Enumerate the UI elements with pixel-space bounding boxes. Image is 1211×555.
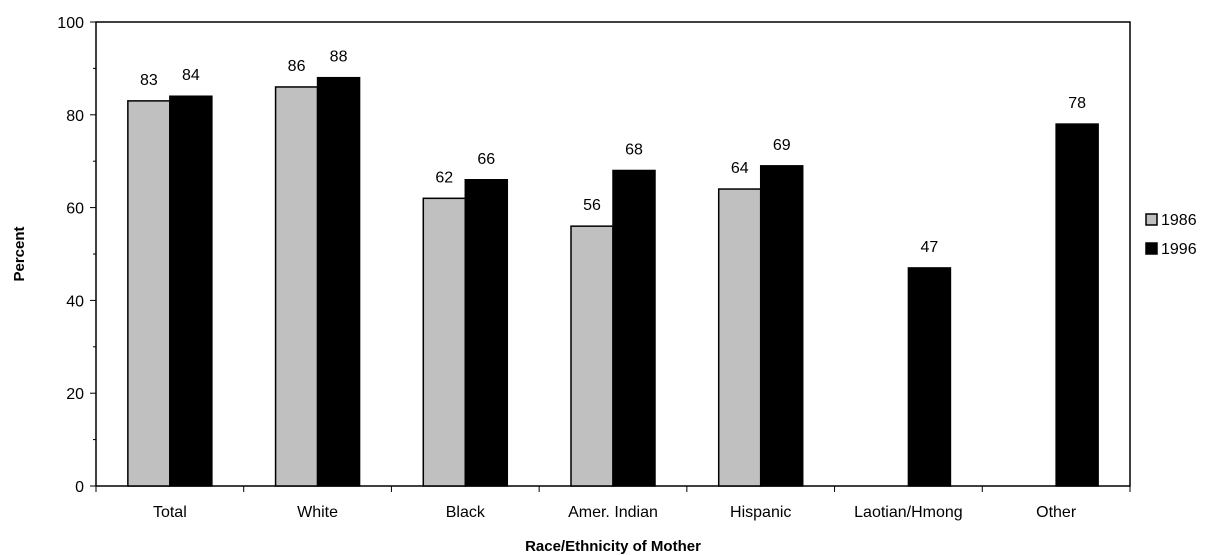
bar-1996 (907, 267, 952, 487)
bar-1996 (316, 76, 361, 487)
bar-1986 (717, 188, 762, 487)
data-label-1996: 66 (477, 151, 495, 168)
x-tick-label: Other (1036, 504, 1077, 521)
legend-label-1986: 1986 (1161, 212, 1197, 229)
legend-label-1996: 1996 (1161, 241, 1197, 258)
y-axis: 0 20 40 60 80 100 (57, 15, 96, 496)
x-tick-label: Amer. Indian (568, 504, 658, 521)
y-tick-label: 0 (75, 479, 84, 496)
data-label-1996: 69 (773, 137, 791, 154)
y-tick-label: 100 (57, 15, 84, 32)
data-label-1996: 68 (625, 141, 643, 158)
bar-1996 (612, 169, 656, 487)
data-label-1996: 84 (182, 67, 200, 84)
y-tick-label: 40 (66, 293, 84, 310)
y-tick-label: 60 (66, 201, 84, 218)
x-tick-label: Black (446, 504, 486, 521)
data-label-1996: 88 (330, 49, 348, 66)
data-label-1996: 78 (1068, 95, 1086, 112)
bar-1986 (127, 100, 171, 487)
x-axis-title: Race/Ethnicity of Mother (525, 538, 701, 555)
legend: 1986 1996 (1145, 212, 1197, 258)
legend-swatch-1986 (1145, 213, 1158, 226)
bar-1986 (422, 197, 467, 487)
bar-1986 (274, 86, 319, 487)
bars-group (127, 76, 1099, 487)
data-label-1986: 64 (731, 160, 749, 177)
bar-1986 (570, 225, 614, 487)
data-labels-group: 83 84 86 88 62 66 56 68 64 69 47 78 (140, 49, 1086, 256)
x-tick-label: White (297, 504, 338, 521)
bar-1996 (759, 165, 804, 487)
y-tick-label: 80 (66, 108, 84, 125)
y-tick-label: 20 (66, 386, 84, 403)
x-tick-label: Laotian/Hmong (854, 504, 963, 521)
bar-1996 (169, 95, 213, 487)
data-label-1986: 83 (140, 72, 158, 89)
x-tick-label: Total (153, 504, 187, 521)
legend-swatch-1996 (1145, 242, 1158, 255)
bar-1996 (1055, 123, 1099, 487)
bar-1996 (464, 179, 509, 487)
data-label-1986: 86 (288, 58, 306, 75)
y-axis-title: Percent (11, 226, 28, 281)
data-label-1996: 47 (921, 239, 939, 256)
data-label-1986: 56 (583, 197, 601, 214)
x-tick-label: Hispanic (730, 504, 791, 521)
x-axis: Total White Black Amer. Indian Hispanic Laoti… (95, 486, 1131, 521)
data-label-1986: 62 (435, 169, 453, 186)
